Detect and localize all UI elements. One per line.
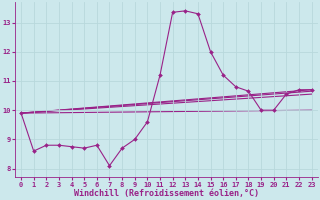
X-axis label: Windchill (Refroidissement éolien,°C): Windchill (Refroidissement éolien,°C) <box>74 189 259 198</box>
